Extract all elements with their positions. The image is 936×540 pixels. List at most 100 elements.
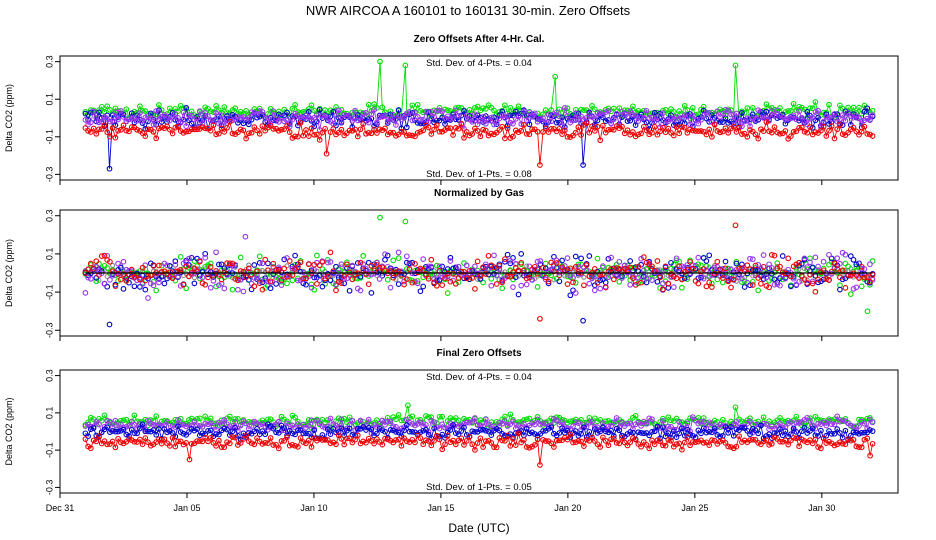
data-point-green — [856, 104, 862, 111]
data-point-red — [700, 440, 707, 446]
data-point-green — [466, 106, 473, 113]
data-point-red — [820, 123, 827, 130]
data-point-red — [142, 435, 149, 441]
data-point-purple — [679, 263, 685, 270]
data-point-red — [662, 129, 669, 136]
data-point-blue — [216, 431, 222, 438]
data-point-blue — [815, 114, 821, 121]
data-point-green — [292, 102, 298, 108]
data-point-red — [87, 129, 94, 135]
data-point-green — [308, 102, 315, 109]
data-point-red — [137, 276, 143, 283]
data-point-red — [768, 129, 775, 136]
data-point-red — [869, 133, 876, 139]
data-point-red — [591, 438, 598, 444]
data-point-red — [553, 437, 560, 444]
data-point-purple — [202, 254, 209, 261]
data-point-purple — [382, 251, 388, 258]
data-point-purple — [175, 114, 181, 121]
data-point-red — [210, 122, 217, 129]
data-point-blue — [115, 428, 121, 435]
data-point-green — [142, 416, 149, 423]
data-point-red — [85, 266, 91, 273]
data-point-purple — [145, 295, 151, 301]
data-point-red — [665, 125, 672, 132]
data-point-blue — [161, 280, 168, 287]
data-point-red — [608, 126, 614, 133]
data-point-purple — [472, 263, 478, 270]
data-point-purple — [245, 268, 252, 275]
data-point-red — [112, 283, 119, 289]
data-point-red — [837, 274, 843, 281]
data-point-green — [507, 411, 514, 418]
data-point-red — [820, 435, 827, 442]
data-point-red — [526, 444, 533, 451]
data-point-red — [725, 443, 732, 450]
data-point-red — [420, 127, 427, 134]
data-point-red — [278, 126, 285, 133]
data-point-red — [788, 273, 794, 280]
data-point-purple — [235, 286, 241, 293]
data-point-red — [461, 134, 467, 141]
data-point-purple — [180, 109, 187, 116]
data-point-purple — [758, 114, 764, 120]
data-point-red — [126, 436, 132, 442]
data-point-blue — [766, 431, 772, 438]
data-point-purple — [349, 417, 356, 424]
data-point-red — [226, 260, 233, 267]
data-point-gray — [750, 273, 756, 279]
data-point-purple — [812, 254, 819, 261]
data-point-blue — [861, 108, 868, 115]
data-point-red — [259, 123, 266, 129]
data-point-purple — [747, 255, 753, 262]
data-point-red — [842, 441, 849, 448]
data-point-purple — [638, 114, 644, 121]
data-point-green — [493, 418, 500, 425]
data-point-green — [338, 107, 345, 113]
data-point-purple — [771, 112, 778, 119]
data-point-purple — [801, 118, 808, 124]
data-point-red — [649, 129, 655, 136]
data-point-green — [428, 414, 435, 420]
data-point-purple — [719, 423, 726, 430]
data-point-red — [679, 446, 685, 453]
data-point-purple — [210, 422, 217, 429]
data-point-purple — [856, 115, 862, 122]
data-point-blue — [741, 284, 748, 290]
data-point-purple — [828, 116, 835, 122]
data-point-red — [297, 259, 304, 266]
data-point-purple — [572, 110, 579, 117]
data-point-red — [660, 286, 666, 293]
data-point-green — [196, 415, 203, 422]
data-point-blue — [330, 108, 337, 115]
data-point-purple — [485, 421, 492, 428]
data-point-purple — [504, 113, 511, 120]
data-point-purple — [676, 419, 683, 425]
data-point-red — [123, 127, 130, 134]
data-point-purple — [689, 414, 696, 420]
data-point-red — [382, 435, 388, 442]
data-point-green — [556, 106, 563, 113]
data-point-red — [284, 273, 290, 280]
data-point-purple — [139, 281, 146, 287]
data-point-purple — [597, 110, 604, 117]
data-point-green — [826, 101, 832, 108]
data-point-purple — [608, 120, 614, 127]
data-point-red — [346, 435, 353, 442]
data-point-purple — [452, 271, 459, 278]
data-point-red — [85, 128, 91, 134]
data-point-purple — [382, 112, 388, 119]
data-point-purple — [668, 273, 674, 280]
data-point-red — [240, 127, 247, 134]
data-point-green — [744, 105, 751, 111]
data-point-red — [390, 274, 397, 281]
data-point-purple — [316, 420, 323, 426]
data-point-green — [534, 110, 541, 117]
data-point-red — [771, 252, 778, 259]
data-point-green — [548, 415, 555, 422]
data-point-blue — [502, 258, 508, 265]
data-point-green — [638, 274, 644, 280]
data-point-blue — [600, 424, 606, 431]
data-point-red — [733, 443, 740, 450]
